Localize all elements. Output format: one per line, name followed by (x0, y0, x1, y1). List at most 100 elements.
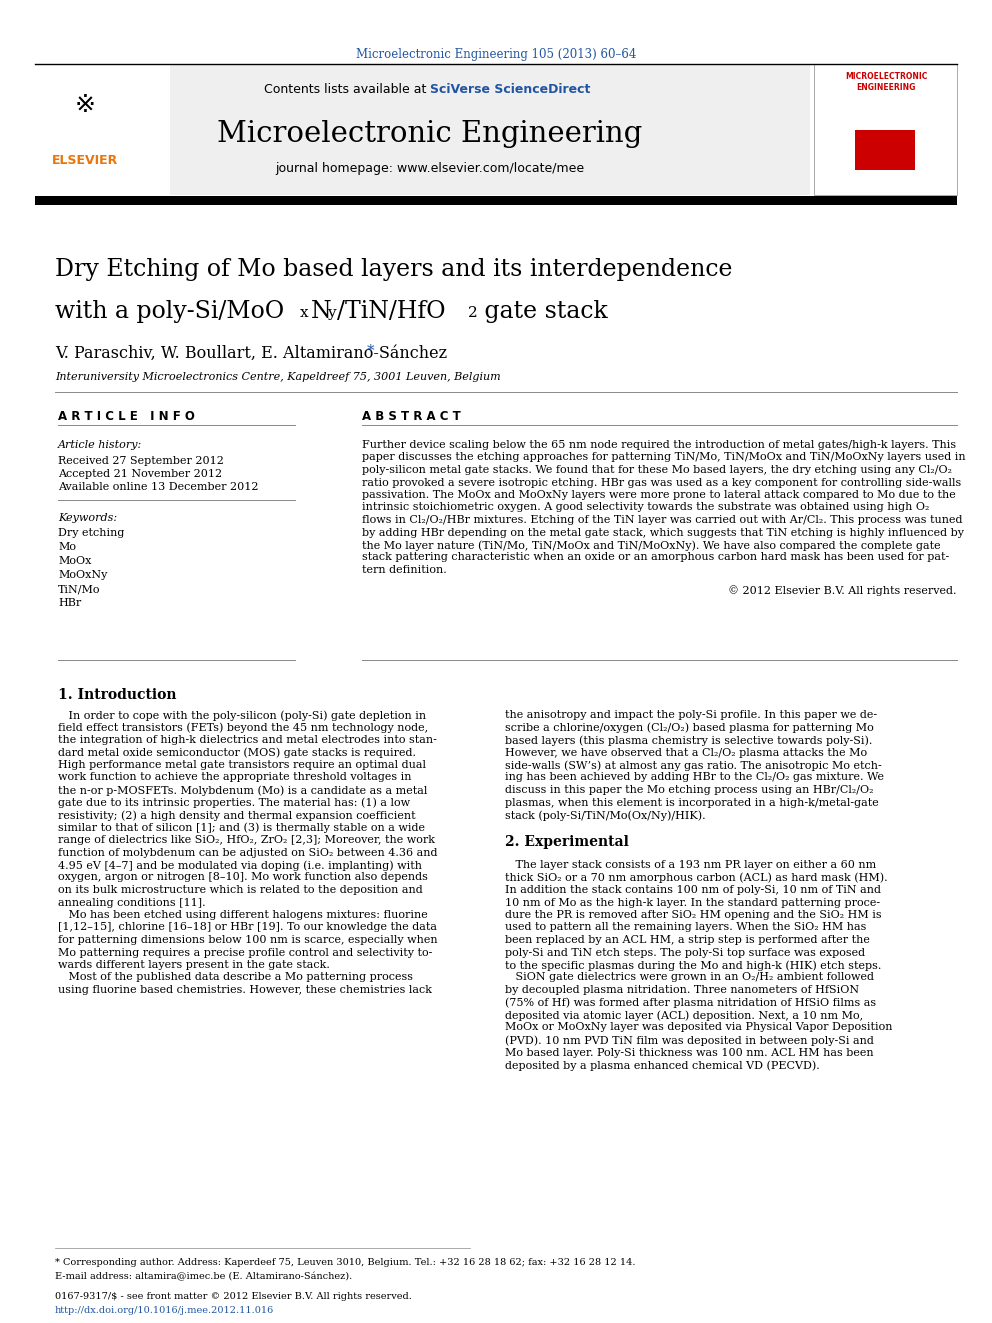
Text: Available online 13 December 2012: Available online 13 December 2012 (58, 482, 259, 492)
Text: Mo: Mo (58, 542, 76, 552)
Text: 4.95 eV [4–7] and be modulated via doping (i.e. implanting) with: 4.95 eV [4–7] and be modulated via dopin… (58, 860, 422, 871)
Text: dard metal oxide semiconductor (MOS) gate stacks is required.: dard metal oxide semiconductor (MOS) gat… (58, 747, 416, 758)
Text: work function to achieve the appropriate threshold voltages in: work function to achieve the appropriate… (58, 773, 412, 782)
Text: scribe a chlorine/oxygen (Cl₂/O₂) based plasma for patterning Mo: scribe a chlorine/oxygen (Cl₂/O₂) based … (505, 722, 874, 733)
Text: stack (poly-Si/TiN/Mo(Ox/Ny)/HIK).: stack (poly-Si/TiN/Mo(Ox/Ny)/HIK). (505, 810, 705, 820)
Text: http://dx.doi.org/10.1016/j.mee.2012.11.016: http://dx.doi.org/10.1016/j.mee.2012.11.… (55, 1306, 274, 1315)
Text: y: y (327, 306, 335, 320)
Text: V. Paraschiv, W. Boullart, E. Altamirano-Sánchez: V. Paraschiv, W. Boullart, E. Altamirano… (55, 345, 452, 363)
Text: function of molybdenum can be adjusted on SiO₂ between 4.36 and: function of molybdenum can be adjusted o… (58, 848, 437, 857)
Text: been replaced by an ACL HM, a strip step is performed after the: been replaced by an ACL HM, a strip step… (505, 935, 870, 945)
Text: Microelectronic Engineering 105 (2013) 60–64: Microelectronic Engineering 105 (2013) 6… (356, 48, 636, 61)
Text: tern definition.: tern definition. (362, 565, 446, 576)
Text: flows in Cl₂/O₂/HBr mixtures. Etching of the TiN layer was carried out with Ar/C: flows in Cl₂/O₂/HBr mixtures. Etching of… (362, 515, 962, 525)
Text: © 2012 Elsevier B.V. All rights reserved.: © 2012 Elsevier B.V. All rights reserved… (728, 586, 957, 597)
Bar (35, 64, 810, 194)
Text: The layer stack consists of a 193 nm PR layer on either a 60 nm: The layer stack consists of a 193 nm PR … (505, 860, 876, 871)
Text: Most of the published data describe a Mo patterning process: Most of the published data describe a Mo… (58, 972, 413, 983)
Text: HBr: HBr (58, 598, 81, 609)
Text: 10 nm of Mo as the high-k layer. In the standard patterning proce-: 10 nm of Mo as the high-k layer. In the … (505, 897, 880, 908)
Text: MoOx: MoOx (58, 556, 91, 566)
Text: dure the PR is removed after SiO₂ HM opening and the SiO₂ HM is: dure the PR is removed after SiO₂ HM ope… (505, 910, 882, 919)
Text: Interuniversity Microelectronics Centre, Kapeldreef 75, 3001 Leuven, Belgium: Interuniversity Microelectronics Centre,… (55, 372, 501, 382)
Text: Keywords:: Keywords: (58, 513, 117, 523)
Text: x: x (300, 306, 309, 320)
Text: A R T I C L E   I N F O: A R T I C L E I N F O (58, 410, 194, 423)
Text: gate stack: gate stack (477, 300, 608, 323)
Bar (35, 196, 957, 205)
Text: the integration of high-k dielectrics and metal electrodes into stan-: the integration of high-k dielectrics an… (58, 736, 436, 745)
Text: plasmas, when this element is incorporated in a high-k/metal-gate: plasmas, when this element is incorporat… (505, 798, 879, 807)
Text: Further device scaling below the 65 nm node required the introduction of metal g: Further device scaling below the 65 nm n… (362, 441, 956, 450)
Text: the n-or p-MOSFETs. Molybdenum (Mo) is a candidate as a metal: the n-or p-MOSFETs. Molybdenum (Mo) is a… (58, 785, 428, 795)
Text: field effect transistors (FETs) beyond the 45 nm technology node,: field effect transistors (FETs) beyond t… (58, 722, 429, 733)
Text: * Corresponding author. Address: Kaperdeef 75, Leuven 3010, Belgium. Tel.: +32 1: * Corresponding author. Address: Kaperde… (55, 1258, 636, 1267)
Text: thick SiO₂ or a 70 nm amorphous carbon (ACL) as hard mask (HM).: thick SiO₂ or a 70 nm amorphous carbon (… (505, 872, 888, 882)
Text: Dry etching: Dry etching (58, 528, 124, 538)
Text: stack pattering characteristic when an oxide or an amorphous carbon hard mask ha: stack pattering characteristic when an o… (362, 553, 949, 562)
Text: gate due to its intrinsic properties. The material has: (1) a low: gate due to its intrinsic properties. Th… (58, 798, 410, 808)
Text: discuss in this paper the Mo etching process using an HBr/Cl₂/O₂: discuss in this paper the Mo etching pro… (505, 785, 874, 795)
Text: oxygen, argon or nitrogen [8–10]. Mo work function also depends: oxygen, argon or nitrogen [8–10]. Mo wor… (58, 872, 428, 882)
Text: A B S T R A C T: A B S T R A C T (362, 410, 460, 423)
Text: Mo patterning requires a precise profile control and selectivity to-: Mo patterning requires a precise profile… (58, 947, 433, 958)
Text: 2. Experimental: 2. Experimental (505, 835, 629, 849)
Text: to the specific plasmas during the Mo and high-k (HIK) etch steps.: to the specific plasmas during the Mo an… (505, 960, 881, 971)
Text: resistivity; (2) a high density and thermal expansion coefficient: resistivity; (2) a high density and ther… (58, 810, 416, 820)
Text: journal homepage: www.elsevier.com/locate/mee: journal homepage: www.elsevier.com/locat… (276, 161, 584, 175)
Text: for patterning dimensions below 100 nm is scarce, especially when: for patterning dimensions below 100 nm i… (58, 935, 437, 945)
Text: SciVerse ScienceDirect: SciVerse ScienceDirect (430, 83, 590, 97)
Text: In order to cope with the poly-silicon (poly-Si) gate depletion in: In order to cope with the poly-silicon (… (58, 710, 427, 721)
Text: Microelectronic Engineering: Microelectronic Engineering (217, 120, 643, 148)
Text: wards different layers present in the gate stack.: wards different layers present in the ga… (58, 960, 330, 970)
Text: 0167-9317/$ - see front matter © 2012 Elsevier B.V. All rights reserved.: 0167-9317/$ - see front matter © 2012 El… (55, 1293, 412, 1301)
Text: on its bulk microstructure which is related to the deposition and: on its bulk microstructure which is rela… (58, 885, 423, 894)
Text: deposited via atomic layer (ACL) deposition. Next, a 10 nm Mo,: deposited via atomic layer (ACL) deposit… (505, 1009, 863, 1020)
Text: range of dielectrics like SiO₂, HfO₂, ZrO₂ [2,3]; Moreover, the work: range of dielectrics like SiO₂, HfO₂, Zr… (58, 835, 435, 845)
Text: ratio provoked a severe isotropic etching. HBr gas was used as a key component f: ratio provoked a severe isotropic etchin… (362, 478, 961, 487)
Text: 2: 2 (468, 306, 478, 320)
Text: paper discusses the etching approaches for patterning TiN/Mo, TiN/MoOx and TiN/M: paper discusses the etching approaches f… (362, 452, 965, 463)
Text: based layers (this plasma chemistry is selective towards poly-Si).: based layers (this plasma chemistry is s… (505, 736, 872, 746)
Text: Article history:: Article history: (58, 441, 142, 450)
Bar (814, 64, 957, 194)
Text: TiN/Mo: TiN/Mo (58, 583, 100, 594)
Text: [1,12–15], chlorine [16–18] or HBr [19]. To our knowledge the data: [1,12–15], chlorine [16–18] or HBr [19].… (58, 922, 437, 933)
Text: In addition the stack contains 100 nm of poly-Si, 10 nm of TiN and: In addition the stack contains 100 nm of… (505, 885, 881, 894)
Text: the anisotropy and impact the poly-Si profile. In this paper we de-: the anisotropy and impact the poly-Si pr… (505, 710, 877, 720)
Text: MICROELECTRONIC
ENGINEERING: MICROELECTRONIC ENGINEERING (845, 71, 928, 93)
Text: the Mo layer nature (TiN/Mo, TiN/MoOx and TiN/MoOxNy). We have also compared the: the Mo layer nature (TiN/Mo, TiN/MoOx an… (362, 540, 940, 550)
Text: *: * (367, 344, 375, 359)
Text: Contents lists available at: Contents lists available at (264, 83, 430, 97)
Text: 1. Introduction: 1. Introduction (58, 688, 177, 703)
Text: SiON gate dielectrics were grown in an O₂/H₂ ambient followed: SiON gate dielectrics were grown in an O… (505, 972, 874, 983)
Text: /TiN/HfO: /TiN/HfO (337, 300, 445, 323)
Text: by decoupled plasma nitridation. Three nanometers of HfSiON: by decoupled plasma nitridation. Three n… (505, 986, 859, 995)
Text: by adding HBr depending on the metal gate stack, which suggests that TiN etching: by adding HBr depending on the metal gat… (362, 528, 964, 537)
Text: N: N (311, 300, 331, 323)
Bar (35, 64, 170, 194)
Text: Mo has been etched using different halogens mixtures: fluorine: Mo has been etched using different halog… (58, 910, 428, 919)
Text: However, we have observed that a Cl₂/O₂ plasma attacks the Mo: However, we have observed that a Cl₂/O₂ … (505, 747, 867, 758)
Text: intrinsic stoichiometric oxygen. A good selectivity towards the substrate was ob: intrinsic stoichiometric oxygen. A good … (362, 503, 930, 512)
Text: poly-silicon metal gate stacks. We found that for these Mo based layers, the dry: poly-silicon metal gate stacks. We found… (362, 464, 952, 475)
Text: poly-Si and TiN etch steps. The poly-Si top surface was exposed: poly-Si and TiN etch steps. The poly-Si … (505, 947, 865, 958)
Text: Accepted 21 November 2012: Accepted 21 November 2012 (58, 468, 222, 479)
Text: ing has been achieved by adding HBr to the Cl₂/O₂ gas mixture. We: ing has been achieved by adding HBr to t… (505, 773, 884, 782)
Text: side-walls (SW’s) at almost any gas ratio. The anisotropic Mo etch-: side-walls (SW’s) at almost any gas rati… (505, 759, 882, 770)
Text: High performance metal gate transistors require an optimal dual: High performance metal gate transistors … (58, 759, 426, 770)
Text: (PVD). 10 nm PVD TiN film was deposited in between poly-Si and: (PVD). 10 nm PVD TiN film was deposited … (505, 1035, 874, 1045)
Text: Received 27 September 2012: Received 27 September 2012 (58, 456, 224, 466)
Text: Mo based layer. Poly-Si thickness was 100 nm. ACL HM has been: Mo based layer. Poly-Si thickness was 10… (505, 1048, 874, 1057)
Text: using fluorine based chemistries. However, these chemistries lack: using fluorine based chemistries. Howeve… (58, 986, 432, 995)
Bar (855, 130, 915, 169)
Text: (75% of Hf) was formed after plasma nitridation of HfSiO films as: (75% of Hf) was formed after plasma nitr… (505, 998, 876, 1008)
Text: deposited by a plasma enhanced chemical VD (PECVD).: deposited by a plasma enhanced chemical … (505, 1060, 819, 1070)
Text: similar to that of silicon [1]; and (3) is thermally stable on a wide: similar to that of silicon [1]; and (3) … (58, 823, 425, 833)
Text: ELSEVIER: ELSEVIER (52, 153, 118, 167)
Text: MoOxNy: MoOxNy (58, 570, 107, 579)
Text: with a poly-Si/MoO: with a poly-Si/MoO (55, 300, 285, 323)
Text: passivation. The MoOx and MoOxNy layers were more prone to lateral attack compar: passivation. The MoOx and MoOxNy layers … (362, 490, 955, 500)
Text: ※: ※ (74, 93, 95, 116)
Text: annealing conditions [11].: annealing conditions [11]. (58, 897, 205, 908)
